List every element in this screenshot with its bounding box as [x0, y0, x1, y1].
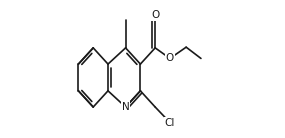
- Text: O: O: [151, 10, 159, 20]
- Text: N: N: [122, 102, 129, 112]
- Text: O: O: [166, 53, 174, 63]
- Text: Cl: Cl: [165, 118, 175, 128]
